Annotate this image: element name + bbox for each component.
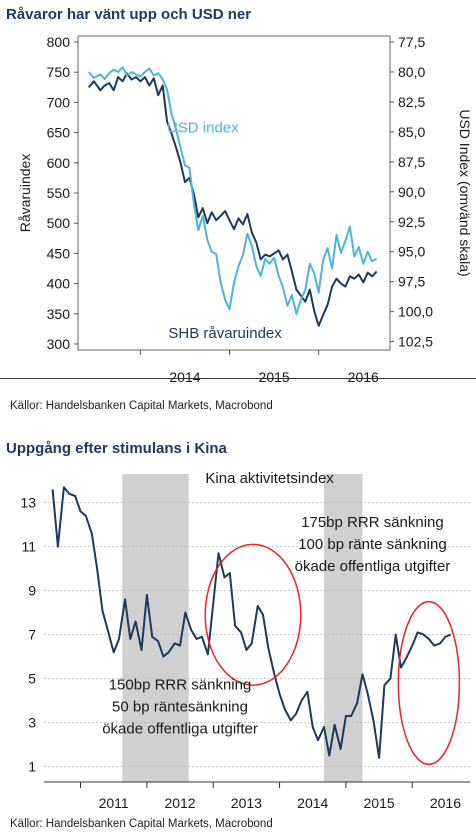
chart1-y2tick-label: 85,0 — [398, 124, 425, 140]
chart1-y2tick-label: 87,5 — [398, 154, 425, 170]
chart2-annotation-2015-line1: 175bp RRR sänkning — [301, 514, 444, 531]
chart1-ytick-label: 300 — [47, 336, 71, 352]
chart1-xtick-label: 2016 — [348, 369, 379, 385]
chart1-xtick-label: 2015 — [259, 369, 290, 385]
chart1-plot-frame — [77, 35, 391, 351]
chart1-ytick-label: 500 — [47, 215, 71, 231]
chart1-ytick-label: 600 — [47, 155, 71, 171]
chart2-ytick-label: 3 — [28, 715, 36, 731]
chart2-annotation-2012-line1: 150bp RRR sänkning — [109, 677, 252, 694]
chart2-annotation-2015-line3: ökade offentliga utgifter — [295, 558, 451, 575]
chart1-y2label: USD Index (omvänd skala) — [457, 109, 473, 276]
chart1-series-shb-line — [87, 72, 378, 327]
chart1-y2tick-label: 90,0 — [398, 184, 425, 200]
chart1-ytick-label: 750 — [47, 64, 71, 80]
chart1-y2tick-label: 92,5 — [398, 214, 425, 230]
chart2-highlight-circle — [204, 543, 302, 686]
chart1-svg: 800 750 700 650 600 550 500 450 400 350 300 77,5 80,… — [17, 34, 473, 385]
chart1-series-usd-line — [87, 66, 378, 315]
chart1-ylabel: Råvaruindex — [17, 154, 33, 233]
chart2-annotation-2012-line2: 50 bp räntesänkning — [112, 699, 248, 716]
chart1-y2tick-label: 97,5 — [398, 274, 425, 290]
chart1-y2tick-label: 77,5 — [398, 34, 425, 50]
chart2-annotation-2012-line3: ökade offentliga utgifter — [102, 721, 258, 738]
chart1-annotation-usd: USD index — [167, 120, 239, 137]
chart2-ytick-label: 11 — [21, 539, 36, 555]
chart2-annotation-2015-line2: 100 bp ränte sänkning — [298, 536, 446, 553]
chart1-annotation-shb: SHB råvaruindex — [168, 325, 282, 342]
chart1-ytick-label: 450 — [47, 245, 71, 261]
chart1-rule — [0, 378, 476, 379]
chart2-series-line — [51, 486, 452, 759]
chart1-y2tick-label: 102,5 — [398, 334, 433, 350]
chart1-y2tick-label: 82,5 — [398, 94, 425, 110]
chart2-highlight-circle — [397, 600, 461, 766]
chart2-xtick-label: 2015 — [364, 795, 395, 811]
chart1-y2tick-label: 95,0 — [398, 244, 425, 260]
chart2-ytick-label: 7 — [28, 627, 36, 643]
chart1-ytick-label: 650 — [47, 125, 71, 141]
chart1-title: Råvaror har vänt upp och USD ner — [6, 6, 252, 23]
chart2-title: Uppgång efter stimulans i Kina — [6, 440, 227, 457]
chart1-y2tick-label: 100,0 — [398, 304, 433, 320]
chart2-ytick-label: 5 — [28, 671, 36, 687]
chart1-y2tick-label: 80,0 — [398, 64, 425, 80]
chart2-source: Källor: Handelsbanken Capital Markets, M… — [10, 818, 273, 830]
chart2-xtick-label: 2016 — [430, 795, 461, 811]
chart2-xtick-label: 2013 — [231, 795, 262, 811]
chart2-annotation-series: Kina aktivitetsindex — [205, 470, 334, 487]
chart2-xtick-label: 2014 — [297, 795, 328, 811]
chart1-ytick-label: 550 — [47, 185, 71, 201]
chart1-xtick-label: 2014 — [169, 369, 200, 385]
chart1-ytick-label: 800 — [47, 34, 71, 50]
chart2-ytick-label: 1 — [28, 759, 36, 775]
chart2-xtick-label: 2012 — [164, 795, 195, 811]
chart1-ytick-label: 400 — [47, 276, 71, 292]
chart1-source: Källor: Handelsbanken Capital Markets, M… — [10, 400, 273, 412]
chart2-ytick-label: 9 — [28, 583, 36, 599]
chart2-xtick-label: 2011 — [99, 795, 129, 811]
chart1-ytick-label: 350 — [47, 306, 71, 322]
chart2-svg: 13 11 9 7 5 3 1 2011 2012 2013 2014 2015 2016 Kina ak… — [20, 470, 470, 811]
chart2-ytick-label: 13 — [20, 495, 36, 511]
chart1-ytick-label: 700 — [47, 94, 71, 110]
